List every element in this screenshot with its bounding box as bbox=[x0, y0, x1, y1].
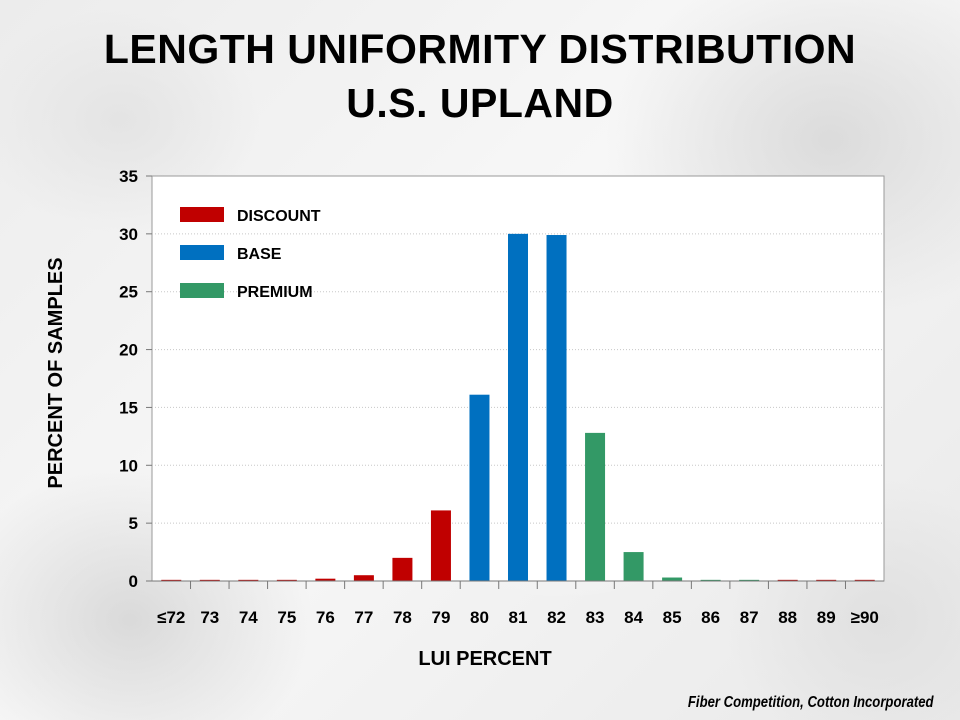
legend-label: DISCOUNT bbox=[237, 208, 321, 225]
x-tick-label: 85 bbox=[663, 608, 682, 627]
bars bbox=[161, 233, 875, 581]
y-tick-label: 25 bbox=[119, 283, 138, 302]
x-axis-label: LUI PERCENT bbox=[418, 648, 551, 670]
chart-title: LENGTH UNIFORMITY DISTRIBUTION bbox=[103, 26, 857, 72]
bar bbox=[161, 579, 182, 581]
bar bbox=[508, 233, 528, 581]
legend-swatch bbox=[180, 245, 224, 260]
x-tick-label: 79 bbox=[431, 608, 450, 627]
x-tick-label: 84 bbox=[624, 608, 643, 627]
x-tick-label: 88 bbox=[778, 608, 797, 627]
chart-subtitle: U.S. UPLAND bbox=[346, 80, 614, 126]
bar bbox=[315, 578, 336, 581]
x-tick-label: 83 bbox=[586, 608, 605, 627]
x-tick-label: 82 bbox=[547, 608, 566, 627]
legend: DISCOUNT BASE PREMIUM bbox=[180, 207, 321, 301]
y-tick-label: 15 bbox=[119, 398, 138, 417]
legend-swatch bbox=[180, 283, 224, 298]
bar bbox=[739, 579, 760, 581]
x-tick-label: 86 bbox=[701, 608, 720, 627]
bar bbox=[353, 575, 374, 581]
bar bbox=[854, 579, 875, 581]
y-tick-label: 20 bbox=[119, 341, 138, 360]
x-tick-label: 76 bbox=[316, 608, 335, 627]
source-credit: Fiber Competition, Cotton Incorporated bbox=[688, 694, 934, 711]
x-tick-label: 73 bbox=[200, 608, 219, 627]
x-tick-label: 81 bbox=[509, 608, 528, 627]
bar bbox=[816, 579, 837, 581]
bar bbox=[469, 394, 490, 581]
bar bbox=[276, 579, 297, 581]
x-tick-label: ≤72 bbox=[157, 608, 185, 627]
y-tick-label: 30 bbox=[119, 225, 138, 244]
bar bbox=[700, 579, 721, 581]
x-tick-label: 80 bbox=[470, 608, 489, 627]
y-axis: 0 5 10 15 20 25 30 35 bbox=[119, 167, 152, 591]
x-tick-label: 89 bbox=[817, 608, 836, 627]
legend-label: PREMIUM bbox=[237, 284, 313, 301]
x-tick-label: 87 bbox=[740, 608, 759, 627]
y-tick-label: 0 bbox=[129, 572, 138, 591]
x-tick-label: 77 bbox=[354, 608, 373, 627]
x-tick-label: 75 bbox=[277, 608, 296, 627]
bar bbox=[585, 432, 606, 581]
x-axis: ≤72 73 74 75 76 77 78 79 80 81 82 83 84 85 86 87 88 89 ≥90 bbox=[152, 580, 884, 627]
legend-swatch bbox=[180, 207, 224, 222]
y-axis-label: PERCENT OF SAMPLES bbox=[45, 257, 67, 488]
bar bbox=[546, 235, 567, 581]
y-tick-label: 10 bbox=[119, 456, 138, 475]
y-tick-label: 5 bbox=[129, 514, 138, 533]
bar bbox=[430, 510, 451, 581]
x-tick-label: 74 bbox=[239, 608, 258, 627]
x-tick-label: ≥90 bbox=[851, 608, 879, 627]
bar bbox=[199, 579, 220, 581]
bar bbox=[623, 552, 644, 581]
bar bbox=[777, 579, 798, 581]
bar bbox=[662, 577, 683, 581]
y-tick-label: 35 bbox=[119, 167, 138, 186]
bar bbox=[238, 579, 259, 581]
legend-label: BASE bbox=[237, 246, 282, 263]
x-tick-label: 78 bbox=[393, 608, 412, 627]
bar bbox=[392, 557, 413, 581]
